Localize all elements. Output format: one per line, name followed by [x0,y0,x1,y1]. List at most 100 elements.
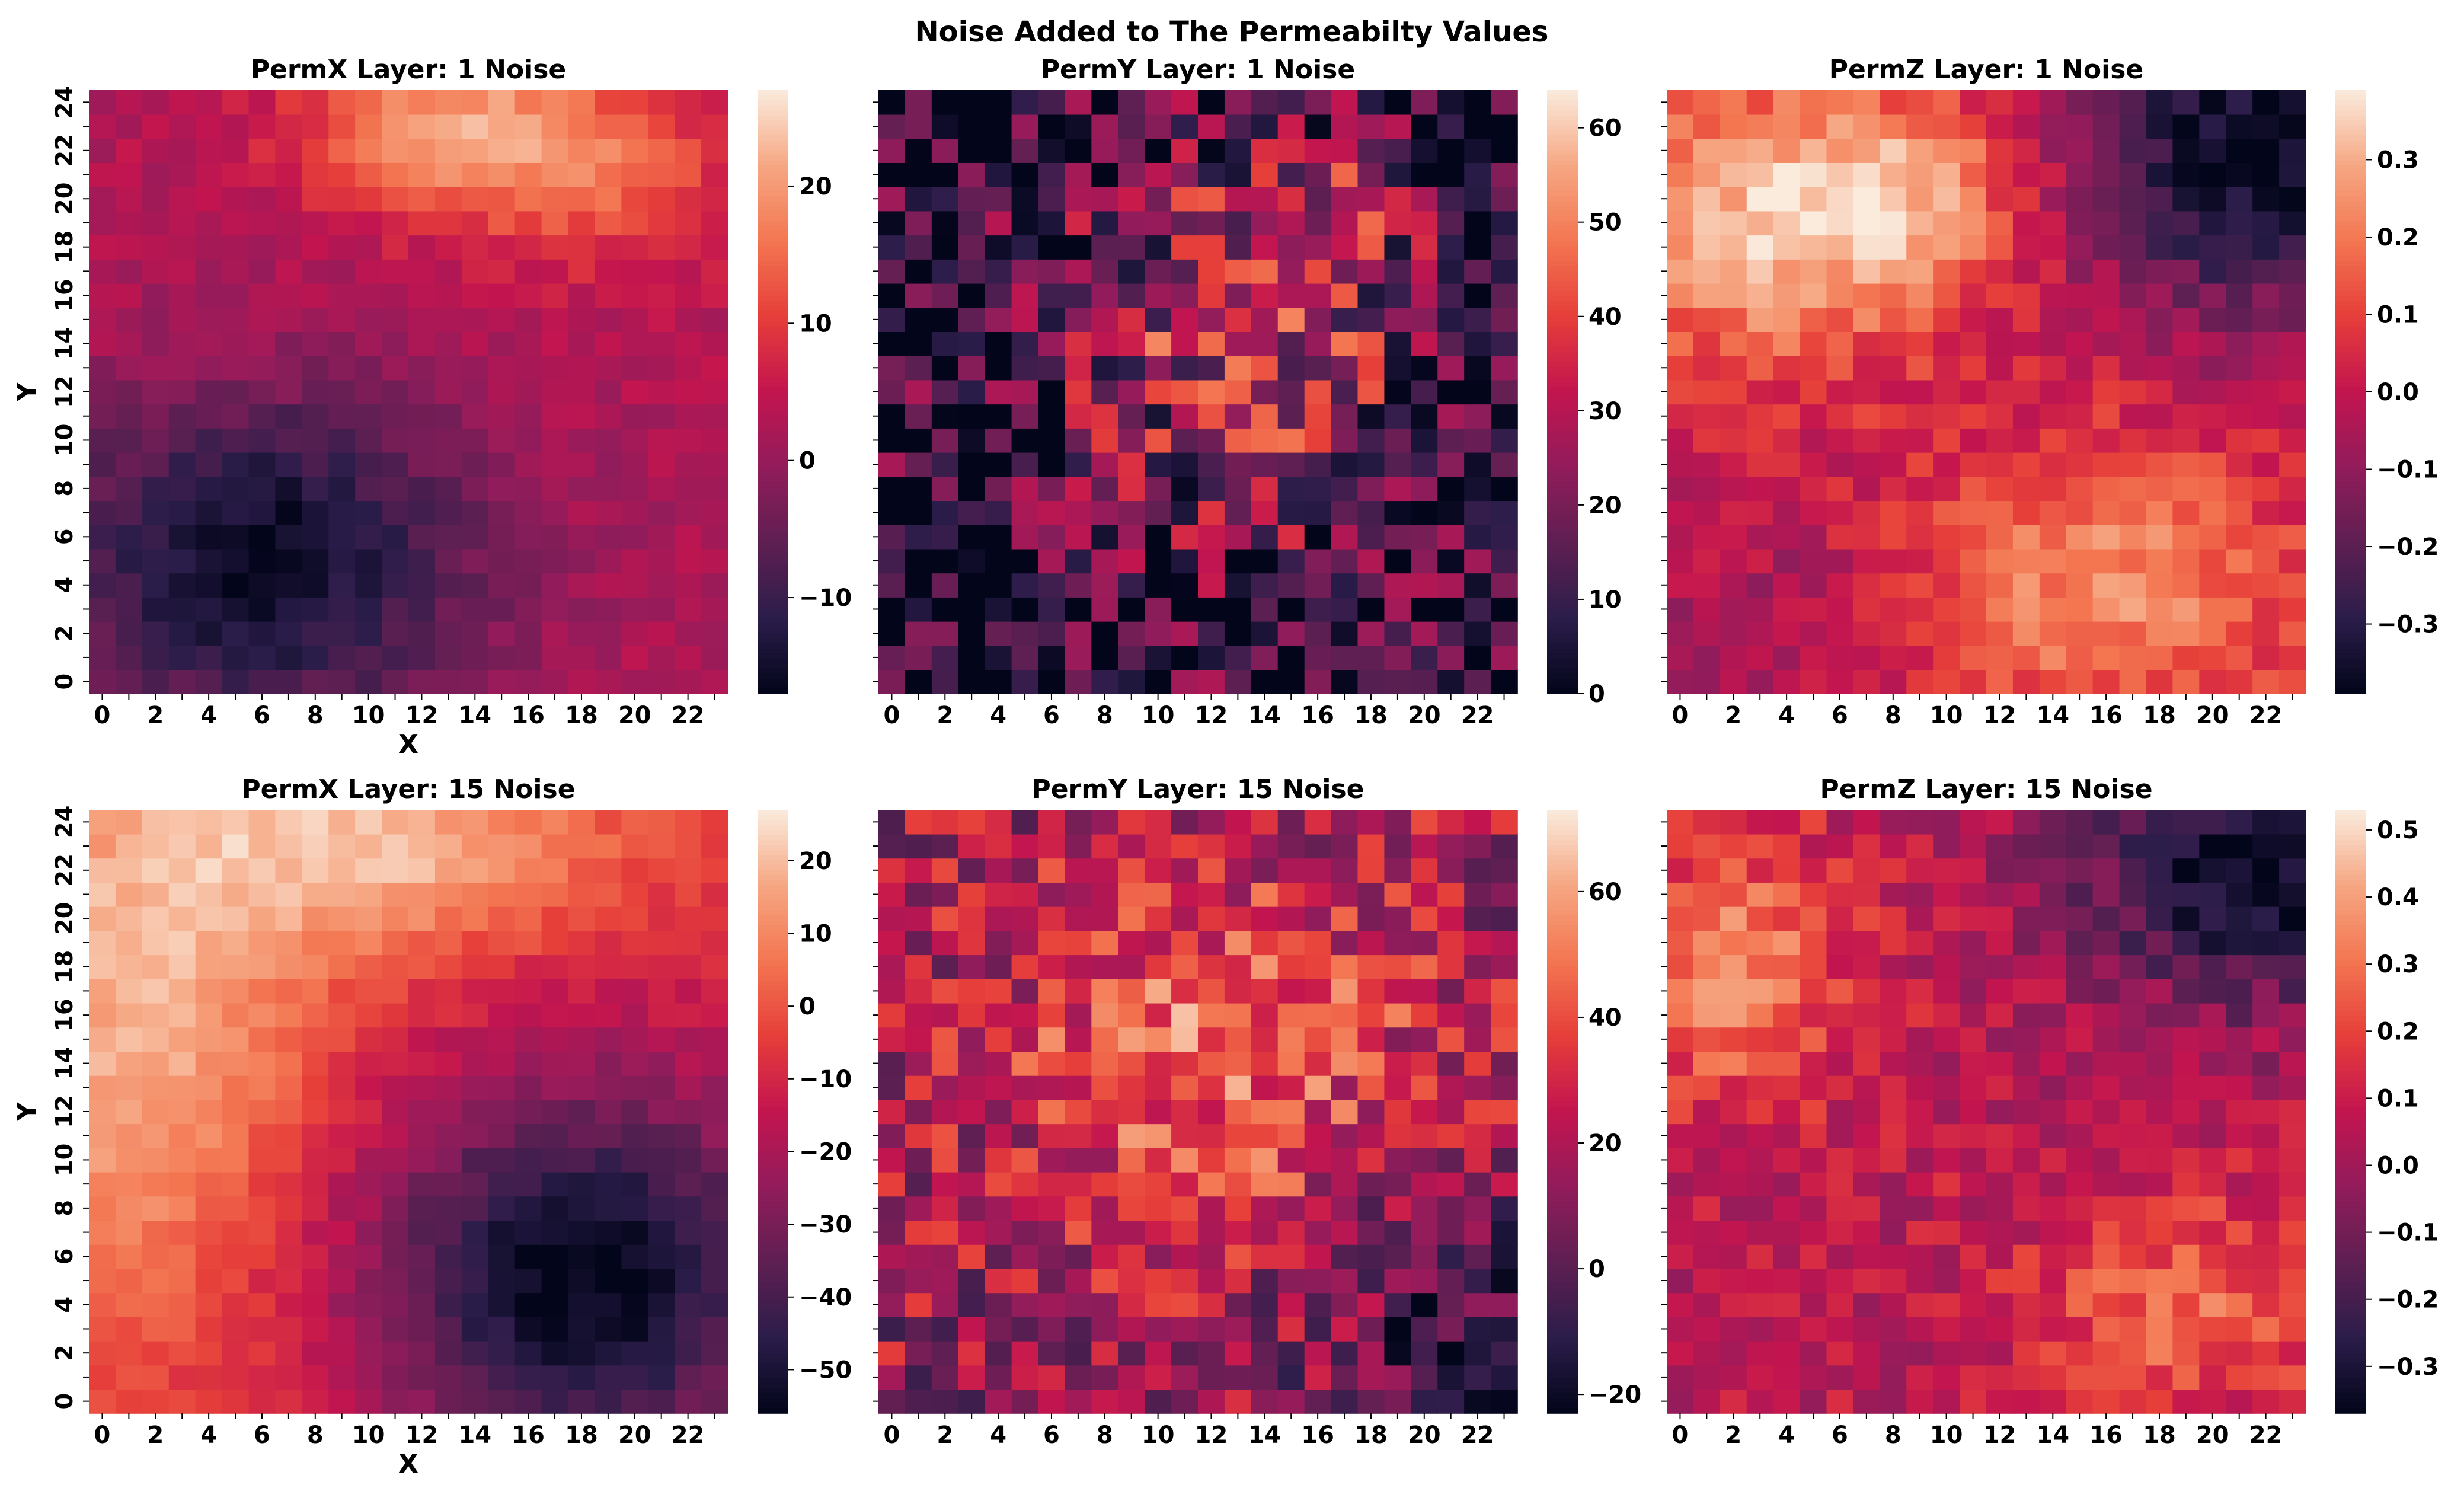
heatmap-cell [302,307,330,332]
colorbar-segment [2335,1358,2366,1364]
colorbar-segment [758,487,788,493]
heatmap-cell [648,307,675,332]
colorbar-segment [1547,442,1578,448]
heatmap-cell [1720,283,1747,308]
heatmap-cell [382,90,409,115]
heatmap-cell [2039,979,2067,1004]
heatmap-cell [2172,162,2200,187]
colorbar-segment [2335,1091,2366,1097]
colorbar-segment [2335,1232,2366,1238]
heatmap-cell [1986,1123,2014,1148]
heatmap-cell [195,645,223,670]
heatmap-cell [328,597,356,622]
heatmap-cell [1198,331,1225,356]
heatmap-cell [142,476,170,502]
heatmap-cell [1720,428,1747,453]
colorbar-segment [2335,291,2366,297]
heatmap-cell [1880,645,1907,670]
heatmap-cell [1826,979,1854,1004]
heatmap-cell [1011,90,1039,115]
heatmap-cell [89,1196,116,1221]
heatmap-cell [1277,906,1305,931]
x-tick-label: 2 [937,702,953,729]
heatmap-cell [1667,669,1694,694]
heatmap-cell [648,1027,675,1052]
heatmap-cell [541,882,569,907]
heatmap-cell [1464,645,1491,670]
heatmap-cell [1491,476,1518,502]
heatmap-cell [302,645,330,670]
x-tick-label: 18 [1354,702,1388,729]
heatmap-cells [878,810,1518,1414]
heatmap-cell [1171,355,1199,381]
colorbar-segment [758,271,788,277]
heatmap-cell [1800,210,1827,236]
heatmap-cell [1773,1268,1801,1294]
colorbar-segment [758,306,788,312]
colorbar-segment [1547,587,1578,594]
heatmap-cell [408,548,436,574]
heatmap-cell [701,1099,728,1125]
heatmap-cell [222,1292,250,1317]
heatmap-cell [1464,452,1491,477]
heatmap-cell [142,210,170,236]
heatmap-cell [1960,524,1987,550]
heatmap-cell [1384,810,1412,835]
heatmap-cell [2279,1148,2306,1173]
heatmap-cell [1960,259,1987,284]
heatmap-cell [2119,235,2147,260]
heatmap-cell [2172,621,2200,646]
y-tick-label: 4 [51,1297,78,1313]
heatmap-cell [355,162,382,187]
heatmap-cell [878,428,906,453]
heatmap-cell [514,834,542,859]
heatmap-cell [1304,573,1332,598]
heatmap-cell [905,452,932,477]
heatmap-cell [1986,834,2014,859]
y-tick-label: 20 [51,182,78,215]
heatmap-cell [1880,1268,1907,1294]
heatmap-cell [1986,331,2014,356]
heatmap-cell [1960,1365,1987,1390]
heatmap-cell [1331,138,1359,163]
heatmap-cell [275,259,303,284]
heatmap-cell [2226,979,2253,1004]
heatmap-cell [2146,645,2174,670]
colorbar-segment [2335,145,2366,151]
heatmap-cell [1411,1389,1439,1414]
heatmap-cell [2119,834,2147,859]
heatmap-cell [1720,1220,1747,1245]
colorbar-segment [1547,598,1578,604]
heatmap-cell [1986,882,2014,907]
heatmap-cell [568,1292,596,1317]
heatmap-cell [275,882,303,907]
heatmap-cell [1906,1220,1934,1245]
colorbar-segment [758,870,788,876]
colorbar-segment [758,180,788,186]
colorbar-segment [758,392,788,398]
x-tick-label: 22 [672,1422,705,1449]
heatmap-cell [2252,1220,2280,1245]
colorbar-segment [1547,271,1578,277]
heatmap-cell [2039,669,2067,694]
heatmap-cell [2012,90,2040,115]
heatmap-cell [302,186,330,212]
heatmap-cell [1145,882,1172,907]
heatmap-cell [1667,259,1694,284]
heatmap-cell [2172,954,2200,979]
heatmap-cell [488,810,516,835]
heatmap-cell [1304,90,1332,115]
heatmap-cell [1118,90,1145,115]
heatmap-cell [1411,186,1439,212]
heatmap-cell [2066,1365,2094,1390]
heatmap-cell [1720,1171,1747,1197]
heatmap-cell [514,90,542,115]
heatmap-cell [222,1075,250,1100]
heatmap-cell [195,1051,223,1076]
heatmap-cell [2279,259,2306,284]
heatmap-cell [1357,331,1385,356]
colorbar-segment [2335,100,2366,106]
heatmap-cell [1277,954,1305,979]
heatmap-cell [2119,355,2147,381]
